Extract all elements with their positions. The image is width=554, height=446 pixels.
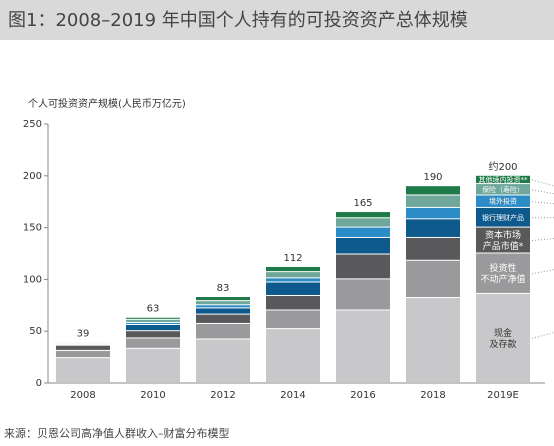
bar-segment — [476, 253, 530, 293]
chart-title: 图1：2008–2019 年中国个人持有的可投资资产总体规模 — [8, 10, 468, 31]
y-tick-label: 150 — [23, 223, 42, 234]
bar-segment — [266, 272, 320, 278]
bar-segment — [406, 207, 460, 219]
total-label: 83 — [217, 283, 230, 294]
y-tick-label: 0 — [36, 378, 42, 389]
bar-segment — [266, 310, 320, 329]
bar-segment — [476, 195, 530, 207]
x-tick-label: 2019E — [487, 390, 519, 401]
segment-label: 资本市场产品市值* — [483, 229, 524, 252]
total-label: 190 — [423, 172, 442, 183]
bar-segment — [406, 298, 460, 382]
bar-segment — [126, 319, 180, 322]
total-label: 39 — [77, 329, 90, 340]
bar-segment — [476, 175, 530, 184]
x-tick-label: 2012 — [210, 390, 235, 401]
bar-segment — [476, 207, 530, 227]
y-axis-label: 个人可投资资产规模(人民币万亿元) — [28, 97, 186, 110]
total-label: 63 — [147, 304, 160, 315]
bar-segment — [336, 212, 390, 218]
bar-segment — [476, 184, 530, 195]
bar-segment — [266, 295, 320, 310]
leader-line — [531, 179, 554, 187]
bar-segment — [126, 322, 180, 324]
leader-line — [531, 269, 554, 275]
x-tick-label: 2008 — [70, 390, 95, 401]
segment-label: 投资性不动产净值 — [480, 262, 525, 285]
x-tick-label: 2014 — [280, 390, 305, 401]
bar-segment — [266, 278, 320, 282]
bar-segment — [406, 237, 460, 260]
bar-segment — [336, 218, 390, 227]
total-label: 165 — [353, 198, 372, 209]
bar-segment — [336, 254, 390, 279]
bar-segment — [56, 358, 110, 382]
bar-segment — [476, 227, 530, 253]
title-bar — [0, 0, 554, 40]
x-tick-label: 2018 — [420, 390, 445, 401]
leader-line — [531, 201, 554, 205]
bar-segment — [126, 338, 180, 348]
bar-segment — [336, 310, 390, 382]
segment-label: 其他境内投资** — [479, 175, 528, 184]
leader-line — [531, 189, 554, 195]
bar-segment — [126, 348, 180, 382]
bar-segment — [196, 297, 250, 301]
segment-label: 境外投资 — [489, 197, 517, 206]
bar-segment — [406, 260, 460, 298]
bar-segment — [336, 227, 390, 237]
bar-segment — [196, 305, 250, 308]
bar-segment — [266, 329, 320, 382]
leader-line — [531, 331, 554, 339]
bar-segment — [196, 314, 250, 323]
segment-label: 现金及存款 — [489, 326, 516, 349]
bar-segment — [126, 317, 180, 319]
bar-segment — [266, 282, 320, 295]
bar-segment — [196, 339, 250, 382]
bar-segment — [406, 195, 460, 207]
bar-segment — [126, 324, 180, 331]
total-label: 112 — [283, 253, 302, 264]
y-tick-label: 200 — [23, 171, 42, 182]
total-label: 约200 — [488, 160, 517, 173]
y-tick-label: 50 — [29, 326, 42, 337]
leader-line — [531, 238, 554, 242]
y-tick-label: 100 — [23, 274, 42, 285]
bar-segment — [126, 331, 180, 338]
bar-segment — [336, 237, 390, 254]
bar-segment — [406, 219, 460, 237]
y-tick-label: 250 — [23, 119, 42, 130]
x-tick-label: 2010 — [140, 390, 165, 401]
segment-label: 保险（寿险） — [482, 185, 524, 194]
bar-segment — [196, 308, 250, 314]
x-tick-label: 2016 — [350, 390, 375, 401]
bar-segment — [476, 293, 530, 382]
segment-label: 银行理财产品 — [482, 213, 524, 222]
bar-segment — [56, 345, 110, 350]
bar-segment — [56, 350, 110, 358]
source: 来源：贝恩公司高净值人群收入–财富分布模型 — [4, 426, 230, 440]
bar-segment — [406, 186, 460, 195]
bar-segment — [196, 323, 250, 339]
bar-segment — [336, 279, 390, 310]
bar-segment — [196, 301, 250, 305]
bar-segment — [266, 266, 320, 272]
